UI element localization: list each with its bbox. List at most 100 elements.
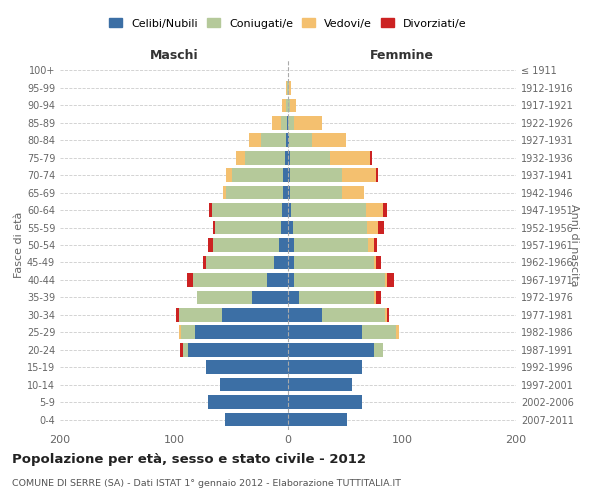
Bar bbox=[286, 98, 288, 112]
Bar bbox=[292, 204, 365, 217]
Bar bbox=[181, 326, 194, 339]
Bar bbox=[281, 220, 288, 234]
Bar bbox=[286, 134, 288, 147]
Bar bbox=[180, 343, 183, 356]
Text: Popolazione per età, sesso e stato civile - 2012: Popolazione per età, sesso e stato civil… bbox=[12, 452, 366, 466]
Bar bbox=[212, 204, 283, 217]
Bar bbox=[288, 151, 290, 164]
Bar bbox=[176, 308, 179, 322]
Bar bbox=[206, 256, 274, 270]
Bar bbox=[179, 326, 181, 339]
Bar bbox=[373, 290, 376, 304]
Bar bbox=[289, 134, 312, 147]
Bar bbox=[294, 273, 385, 286]
Bar bbox=[290, 186, 341, 200]
Bar bbox=[283, 98, 286, 112]
Bar bbox=[290, 151, 330, 164]
Bar bbox=[215, 220, 281, 234]
Bar bbox=[288, 396, 362, 409]
Bar bbox=[274, 256, 288, 270]
Bar bbox=[385, 308, 387, 322]
Legend: Celibi/Nubili, Coniugati/e, Vedovi/e, Divorziati/e: Celibi/Nubili, Coniugati/e, Vedovi/e, Di… bbox=[105, 14, 471, 33]
Bar bbox=[284, 151, 288, 164]
Bar bbox=[288, 98, 290, 112]
Bar bbox=[208, 396, 288, 409]
Bar bbox=[288, 360, 362, 374]
Bar bbox=[362, 326, 397, 339]
Bar bbox=[203, 256, 206, 270]
Text: COMUNE DI SERRE (SA) - Dati ISTAT 1° gennaio 2012 - Elaborazione TUTTITALIA.IT: COMUNE DI SERRE (SA) - Dati ISTAT 1° gen… bbox=[12, 479, 401, 488]
Bar bbox=[294, 116, 322, 130]
Bar bbox=[287, 81, 288, 94]
Bar bbox=[220, 378, 288, 392]
Bar bbox=[387, 273, 394, 286]
Bar bbox=[188, 343, 288, 356]
Bar bbox=[290, 98, 296, 112]
Bar bbox=[373, 343, 383, 356]
Bar bbox=[197, 290, 251, 304]
Bar bbox=[288, 326, 362, 339]
Text: Femmine: Femmine bbox=[370, 48, 434, 62]
Bar bbox=[322, 308, 385, 322]
Bar bbox=[283, 168, 288, 182]
Bar bbox=[226, 412, 288, 426]
Bar bbox=[373, 238, 377, 252]
Bar bbox=[376, 168, 378, 182]
Bar bbox=[289, 81, 292, 94]
Bar bbox=[365, 204, 383, 217]
Bar bbox=[288, 220, 293, 234]
Bar bbox=[288, 204, 292, 217]
Bar bbox=[288, 273, 294, 286]
Bar bbox=[281, 116, 287, 130]
Bar bbox=[288, 256, 294, 270]
Bar bbox=[279, 238, 288, 252]
Bar bbox=[288, 238, 294, 252]
Bar bbox=[288, 343, 373, 356]
Bar bbox=[294, 238, 368, 252]
Bar bbox=[368, 238, 373, 252]
Bar bbox=[330, 151, 370, 164]
Bar bbox=[387, 308, 389, 322]
Bar bbox=[383, 204, 387, 217]
Bar bbox=[206, 360, 288, 374]
Bar bbox=[288, 186, 290, 200]
Bar bbox=[288, 116, 294, 130]
Bar bbox=[183, 343, 188, 356]
Bar bbox=[222, 308, 288, 322]
Bar bbox=[288, 168, 290, 182]
Bar bbox=[194, 326, 288, 339]
Text: Maschi: Maschi bbox=[149, 48, 199, 62]
Bar bbox=[251, 290, 288, 304]
Bar bbox=[260, 134, 286, 147]
Bar bbox=[288, 378, 352, 392]
Bar bbox=[193, 273, 268, 286]
Bar bbox=[287, 116, 288, 130]
Bar bbox=[286, 81, 287, 94]
Bar bbox=[370, 151, 373, 164]
Bar bbox=[341, 168, 376, 182]
Bar bbox=[249, 134, 260, 147]
Bar bbox=[299, 290, 373, 304]
Bar bbox=[341, 186, 364, 200]
Bar bbox=[378, 220, 384, 234]
Bar bbox=[245, 151, 284, 164]
Bar bbox=[294, 256, 373, 270]
Bar bbox=[226, 186, 283, 200]
Bar bbox=[213, 238, 279, 252]
Bar bbox=[213, 220, 215, 234]
Bar bbox=[288, 308, 322, 322]
Bar bbox=[209, 204, 212, 217]
Bar bbox=[397, 326, 398, 339]
Bar bbox=[232, 168, 283, 182]
Bar bbox=[236, 151, 245, 164]
Y-axis label: Anni di nascita: Anni di nascita bbox=[569, 204, 579, 286]
Bar bbox=[208, 238, 213, 252]
Bar bbox=[288, 412, 347, 426]
Bar bbox=[288, 134, 289, 147]
Bar bbox=[272, 116, 281, 130]
Bar bbox=[283, 186, 288, 200]
Bar bbox=[385, 273, 387, 286]
Bar bbox=[288, 290, 299, 304]
Bar bbox=[290, 168, 341, 182]
Bar bbox=[283, 204, 288, 217]
